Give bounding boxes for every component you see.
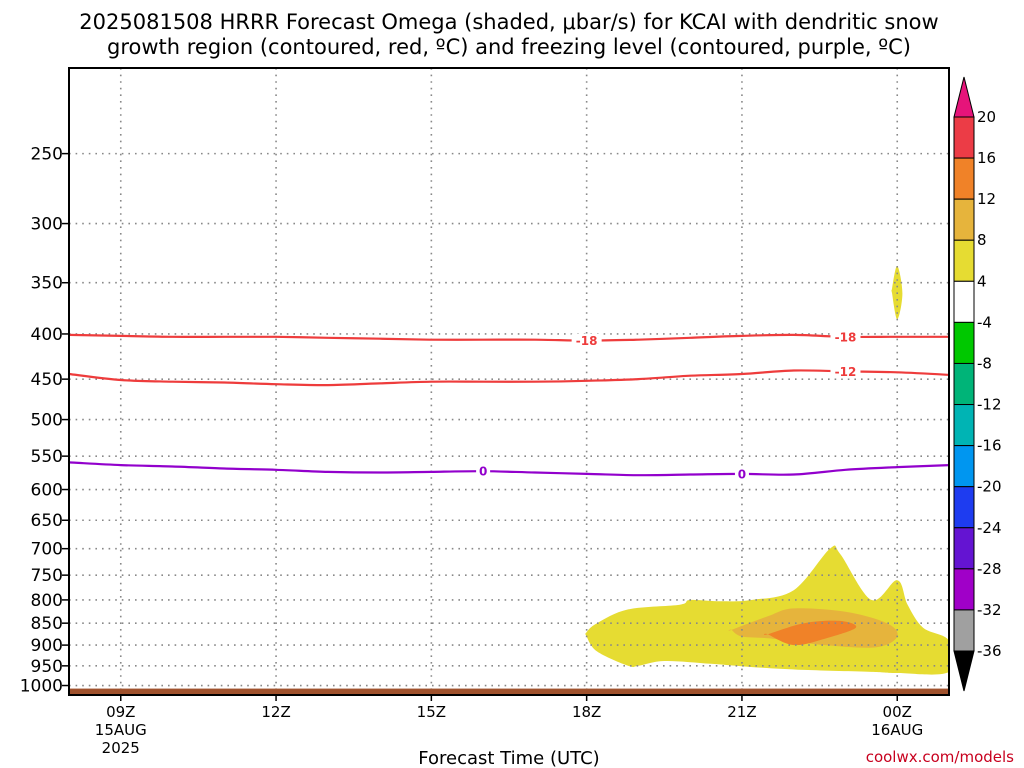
colorbar-label-9: -20 xyxy=(977,478,1002,496)
contour-layer: -18 -18 -12 0 0 xyxy=(68,329,950,481)
x-tick-label-00Z: 00Z xyxy=(883,703,912,721)
contour-label-0-0: -18 xyxy=(576,334,598,348)
colorbar-cell-0 xyxy=(953,116,975,159)
colorbar-label-7: -12 xyxy=(977,396,1002,414)
y-tick-label-250: 250 xyxy=(31,145,63,165)
y-tick-label-750: 750 xyxy=(31,566,63,586)
contour-label-bg-2-0 xyxy=(476,464,491,479)
x-tick-label-12Z: 12Z xyxy=(261,703,290,721)
chart-title-line1: 2025081508 HRRR Forecast Omega (shaded, … xyxy=(79,10,938,34)
colorbar-label-8: -16 xyxy=(977,437,1002,455)
source-credit: coolwx.com/models xyxy=(866,748,1014,766)
x-tick-year-09Z: 2025 xyxy=(102,739,140,757)
colorbar-label-2: 12 xyxy=(977,190,996,208)
contour-label-2-0: 0 xyxy=(479,465,487,479)
chart-title-line2: growth region (contoured, red, ºC) and f… xyxy=(107,35,911,59)
contour-line-0 xyxy=(68,333,949,342)
colorbar-cell-1 xyxy=(953,157,975,200)
ground-layer xyxy=(69,688,949,695)
y-tick-label-650: 650 xyxy=(31,511,63,531)
colorbar-cell-10 xyxy=(953,527,975,570)
y-tick-label-700: 700 xyxy=(31,540,63,560)
colorbar-arrow-top xyxy=(953,76,975,118)
colorbar-label-6: -8 xyxy=(977,354,992,372)
y-tick-label-600: 600 xyxy=(31,481,63,501)
contour-label-bg-2-1 xyxy=(734,466,749,481)
omega-region-3 xyxy=(763,620,857,646)
y-tick-label-900: 900 xyxy=(31,636,63,656)
colorbar-cell-5 xyxy=(953,321,975,364)
y-tick-label-300: 300 xyxy=(31,215,63,235)
colorbar-label-1: 16 xyxy=(977,149,996,167)
colorbar-label-11: -28 xyxy=(977,560,1002,578)
colorbar-cell-4 xyxy=(953,280,975,323)
y-tick-label-800: 800 xyxy=(31,591,63,611)
y-tick-label-450: 450 xyxy=(31,370,63,390)
x-tick-label-21Z: 21Z xyxy=(727,703,756,721)
colorbar: 20 16 12 8 4 -4 -8 -12 -16 -20 -24 -28 -32 -36 xyxy=(953,76,1002,692)
contour-label-bg-1-0 xyxy=(830,364,861,379)
colorbar-label-10: -24 xyxy=(977,519,1002,537)
colorbar-label-0: 20 xyxy=(977,108,996,126)
x-tick-label-18Z: 18Z xyxy=(572,703,601,721)
colorbar-label-12: -32 xyxy=(977,601,1002,619)
y-tick-label-400: 400 xyxy=(31,325,63,345)
x-tick-label-09Z: 09Z xyxy=(106,703,135,721)
colorbar-cell-9 xyxy=(953,486,975,529)
colorbar-label-13: -36 xyxy=(977,642,1002,660)
y-tick-label-1000: 1000 xyxy=(20,677,63,697)
y-tick-label-500: 500 xyxy=(31,411,63,431)
colorbar-cell-7 xyxy=(953,404,975,447)
colorbar-label-4: 4 xyxy=(977,272,987,290)
colorbar-cell-8 xyxy=(953,445,975,488)
omega-region-0 xyxy=(585,545,949,675)
colorbar-cell-11 xyxy=(953,568,975,611)
colorbar-cell-6 xyxy=(953,362,975,406)
grid-layer xyxy=(69,68,949,695)
x-tick-label-15Z: 15Z xyxy=(417,703,446,721)
colorbar-cell-2 xyxy=(953,198,975,241)
contour-label-bg-0-1 xyxy=(830,329,861,344)
x-tick-date-09Z: 15AUG xyxy=(95,721,147,739)
x-tick-date-00Z: 16AUG xyxy=(871,721,923,739)
colorbar-label-3: 8 xyxy=(977,231,987,249)
y-tick-label-950: 950 xyxy=(31,657,63,677)
y-tick-label-850: 850 xyxy=(31,614,63,634)
contour-line-2 xyxy=(68,461,950,477)
contour-label-bg-0-0 xyxy=(571,333,602,348)
colorbar-label-5: -4 xyxy=(977,313,992,331)
contour-label-1-0: -12 xyxy=(835,365,857,379)
y-tick-label-350: 350 xyxy=(31,274,63,294)
ground-fill xyxy=(69,688,949,695)
contour-line-1 xyxy=(68,369,950,387)
contour-label-0-1: -18 xyxy=(835,330,857,344)
colorbar-cell-12 xyxy=(953,609,975,652)
colorbar-cell-3 xyxy=(953,239,975,282)
contour-label-2-1: 0 xyxy=(738,467,746,481)
y-axis: 2503003504004505005506006507007508008509… xyxy=(20,145,69,697)
colorbar-arrow-bottom xyxy=(953,650,975,692)
y-tick-label-550: 550 xyxy=(31,447,63,467)
x-axis-title: Forecast Time (UTC) xyxy=(418,748,599,768)
plot-frame xyxy=(68,67,950,696)
omega-shading-layer xyxy=(585,265,949,675)
